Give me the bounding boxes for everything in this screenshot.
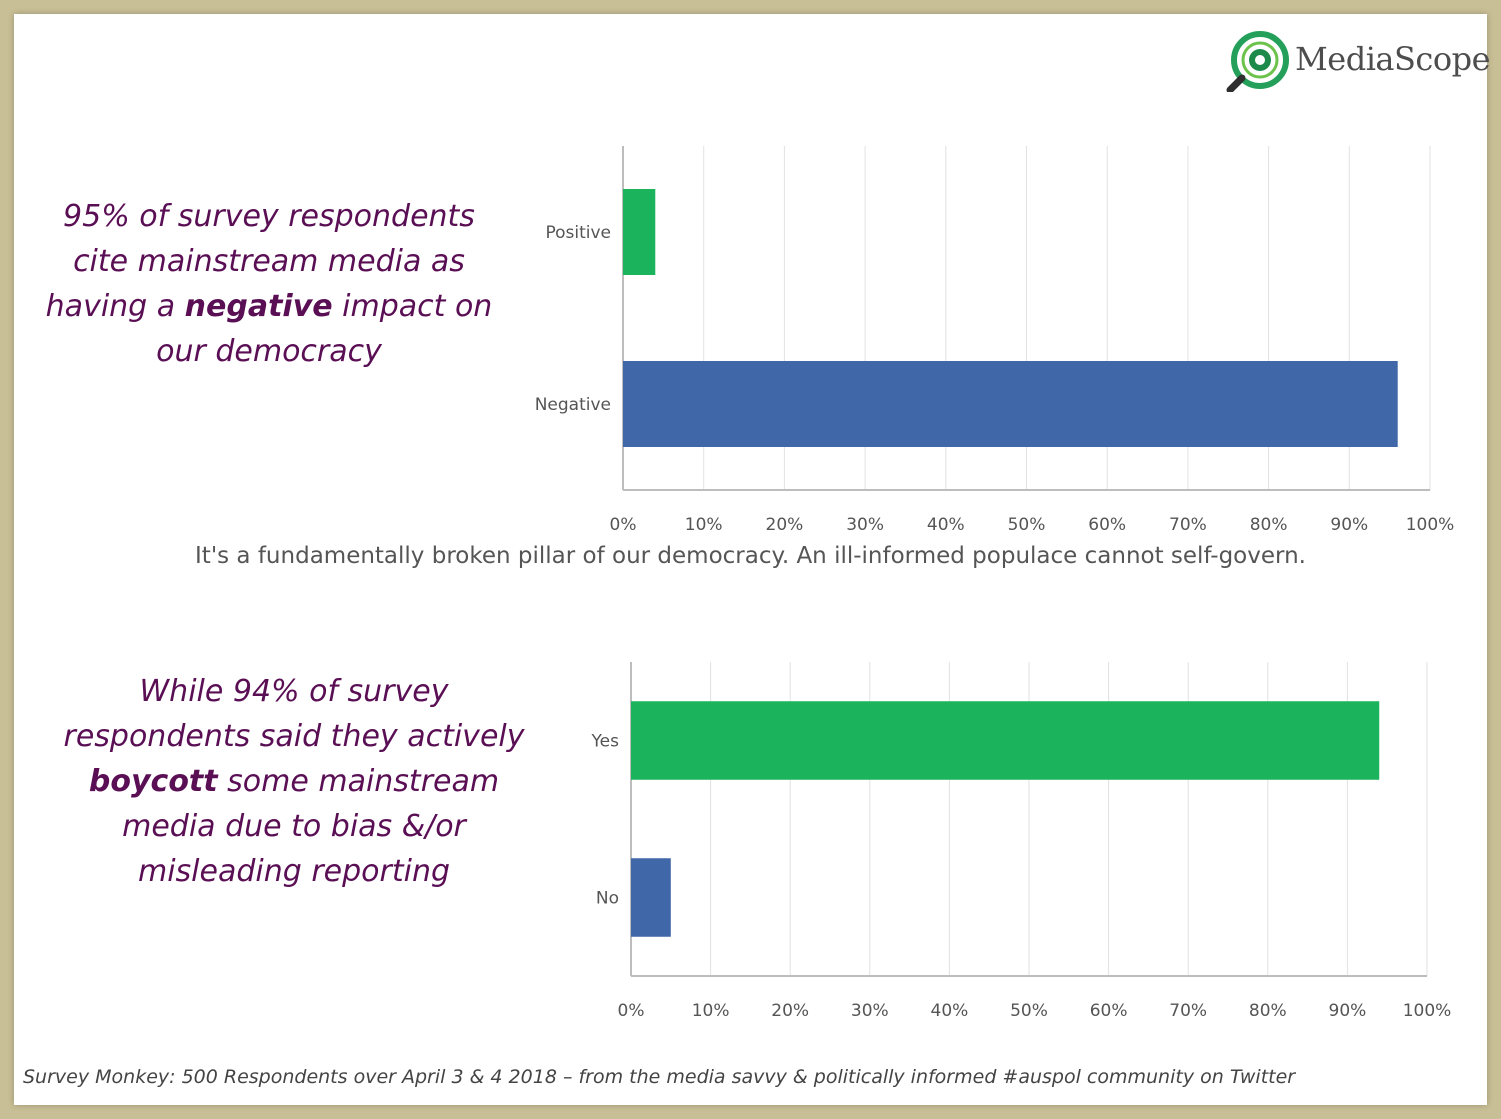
callout-text: impact on our democracy [156, 289, 493, 369]
callout-text: some mainstream media due to bias &/or m… [122, 764, 500, 889]
x-tick-label: 40% [931, 1001, 969, 1021]
category-label: Negative [535, 395, 611, 415]
x-tick-label: 10% [692, 1001, 730, 1021]
category-label: Positive [545, 223, 611, 243]
respondent-comment: It's a fundamentally broken pillar of ou… [14, 539, 1487, 581]
x-tick-label: 80% [1250, 515, 1288, 535]
magnifier-logo-icon [1226, 31, 1289, 94]
x-tick-label: 20% [766, 515, 804, 535]
x-tick-label: 0% [610, 515, 637, 535]
callout-negative-impact: 95% of survey respondents cite mainstrea… [34, 194, 504, 374]
x-tick-label: 100% [1406, 515, 1455, 535]
brand-logo [1226, 30, 1486, 94]
x-tick-label: 60% [1090, 1001, 1128, 1021]
callout-emphasis: negative [184, 289, 333, 324]
x-tick-label: 20% [771, 1001, 809, 1021]
brand-name: MediaScope [1295, 40, 1491, 78]
x-tick-label: 90% [1330, 515, 1368, 535]
x-tick-label: 70% [1169, 515, 1207, 535]
chart-boycott: 0% 10% 20% 30% 40% 50% 60% 70% 80% 90% 100% Yes No [591, 662, 1451, 1021]
bar-yes [631, 701, 1380, 780]
bar-positive [623, 189, 656, 275]
x-tick-label: 50% [1010, 1001, 1048, 1021]
x-tick-label: 30% [846, 515, 884, 535]
source-footnote: Survey Monkey: 500 Respondents over Apri… [23, 1066, 1296, 1088]
x-tick-label: 10% [685, 515, 723, 535]
callout-emphasis: boycott [88, 764, 218, 799]
comment-line-1: It's a fundamentally broken pillar of ou… [195, 543, 1306, 569]
x-tick-label: 40% [927, 515, 965, 535]
x-tick-label: 80% [1249, 1001, 1287, 1021]
x-tick-label: 50% [1008, 515, 1046, 535]
bar-no [631, 858, 671, 937]
category-label: Yes [591, 732, 620, 752]
x-tick-label: 60% [1088, 515, 1126, 535]
callout-text: While 94% of survey respondents said the… [63, 674, 525, 754]
x-tick-label: 100% [1403, 1001, 1452, 1021]
slide: MediaScope 95% of survey respondents cit… [14, 14, 1491, 1105]
x-tick-label: 0% [618, 1001, 645, 1021]
bar-negative [623, 361, 1398, 447]
x-tick-label: 90% [1329, 1001, 1367, 1021]
chart-media-impact: 0% 10% 20% 30% 40% 50% 60% 70% 80% 90% 100% Positiv… [535, 146, 1454, 535]
callout-boycott: While 94% of survey respondents said the… [54, 669, 534, 894]
x-tick-label: 30% [851, 1001, 889, 1021]
category-label: No [596, 889, 619, 909]
x-tick-label: 70% [1169, 1001, 1207, 1021]
callout-text: 95% of survey respondents cite mainstrea… [45, 199, 475, 324]
